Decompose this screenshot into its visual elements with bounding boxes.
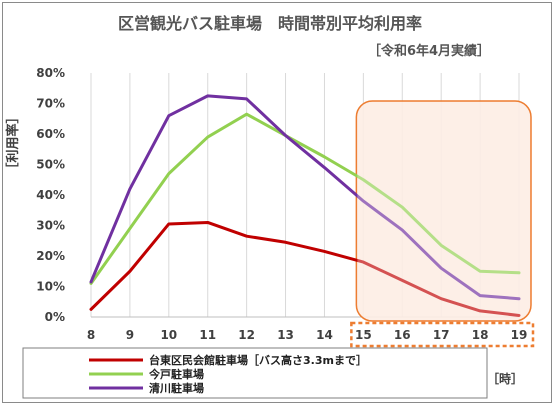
- chart-title: 区営観光バス駐車場 時間帯別平均利用率: [118, 14, 422, 33]
- legend-label-3: 清川駐車場: [149, 381, 204, 395]
- y-tick-label: 0%: [45, 310, 65, 324]
- series-line-3: [89, 94, 521, 301]
- highlight-wash: [357, 102, 530, 320]
- x-tick-label: 15: [355, 328, 372, 342]
- legend-label-1: 台東区民会館駐車場［バス高さ3.3mまで］: [149, 353, 367, 367]
- x-axis-unit-label: ［時］: [487, 371, 523, 386]
- y-tick-label: 80%: [36, 66, 65, 80]
- highlight-tick-box: [350, 321, 535, 348]
- y-tick-label: 10%: [36, 280, 65, 294]
- x-tick-label: 10: [160, 328, 177, 342]
- y-tick-labels: 0% 10% 20% 30% 40% 50% 60% 70% 80%: [36, 66, 65, 324]
- x-tick-label: 16: [394, 328, 411, 342]
- x-tick-label: 19: [511, 328, 528, 342]
- highlight-overlay: [357, 102, 530, 320]
- y-tick-label: 60%: [36, 127, 65, 141]
- line-chart: 区営観光バス駐車場 時間帯別平均利用率 ［令和6年4月実績］ ［利用率］ 0% 1…: [5, 14, 535, 399]
- series-lines: [89, 94, 521, 317]
- legend-label-2: 今戸駐車場: [148, 367, 204, 381]
- y-tick-label: 70%: [36, 97, 65, 111]
- x-tick-label: 14: [316, 328, 333, 342]
- x-tick-label: 17: [433, 328, 450, 342]
- y-tick-label: 20%: [36, 249, 65, 263]
- x-tick-label: 18: [472, 328, 489, 342]
- y-tick-label: 50%: [36, 158, 65, 172]
- series-line-2: [89, 112, 521, 285]
- x-tick-label: 9: [126, 328, 134, 342]
- x-tick-labels: 8 9 10 11 12 13 14 15 16 17 18 19: [87, 321, 535, 348]
- x-tick-label: 8: [87, 328, 95, 342]
- highlight-region: [355, 100, 532, 322]
- highlight-rect: [355, 100, 532, 322]
- x-tick-label: 12: [238, 328, 255, 342]
- y-tick-label: 30%: [36, 219, 65, 233]
- y-axis-label: ［利用率］: [5, 110, 21, 175]
- x-tick-label: 13: [277, 328, 294, 342]
- y-tick-label: 40%: [36, 188, 65, 202]
- series-line-1: [89, 220, 521, 317]
- chart-subtitle: ［令和6年4月実績］: [368, 43, 490, 59]
- x-tick-label: 11: [199, 328, 216, 342]
